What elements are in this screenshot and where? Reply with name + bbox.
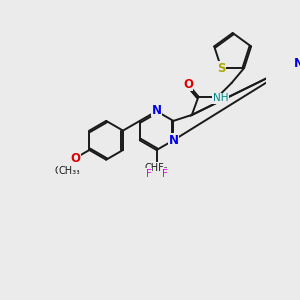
Text: NH: NH [213, 93, 228, 103]
Text: F: F [146, 169, 152, 179]
Text: F: F [162, 169, 167, 179]
Text: O: O [183, 77, 193, 91]
Text: CH₃: CH₃ [59, 166, 77, 176]
Text: N: N [293, 57, 300, 70]
Text: O: O [70, 152, 80, 165]
Text: S: S [217, 61, 226, 75]
Text: N: N [152, 104, 162, 117]
Text: N: N [168, 134, 178, 147]
Text: OCH₃: OCH₃ [55, 166, 81, 176]
Text: CHF₂: CHF₂ [145, 163, 168, 172]
